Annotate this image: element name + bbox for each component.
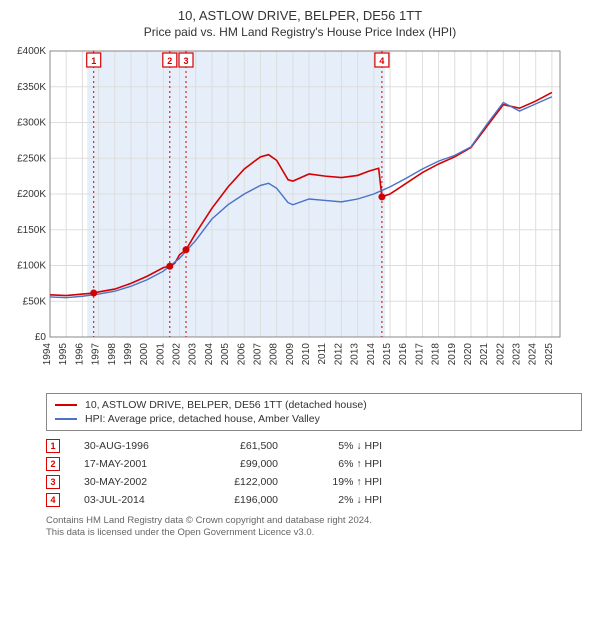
svg-text:£250K: £250K	[17, 153, 46, 164]
transaction-row: 3 30-MAY-2002 £122,000 19% ↑ HPI	[46, 473, 582, 491]
svg-text:1996: 1996	[74, 343, 85, 366]
svg-text:2000: 2000	[139, 343, 150, 366]
svg-text:2018: 2018	[431, 343, 442, 366]
svg-text:£50K: £50K	[23, 296, 47, 307]
transaction-date: 30-MAY-2002	[84, 476, 184, 488]
transaction-date: 30-AUG-1996	[84, 440, 184, 452]
svg-text:2004: 2004	[204, 343, 215, 366]
svg-text:£150K: £150K	[17, 225, 46, 236]
svg-text:2016: 2016	[398, 343, 409, 366]
svg-text:2013: 2013	[350, 343, 361, 366]
svg-text:2019: 2019	[447, 343, 458, 366]
svg-text:2023: 2023	[512, 343, 523, 366]
svg-text:2009: 2009	[285, 343, 296, 366]
svg-text:2005: 2005	[220, 343, 231, 366]
transaction-hpi: 5% ↓ HPI	[302, 440, 382, 452]
svg-text:1: 1	[91, 56, 96, 66]
svg-text:£200K: £200K	[17, 189, 46, 200]
svg-text:1998: 1998	[107, 343, 118, 366]
transaction-marker: 1	[46, 439, 60, 453]
svg-text:2001: 2001	[155, 343, 166, 366]
transaction-row: 1 30-AUG-1996 £61,500 5% ↓ HPI	[46, 437, 582, 455]
legend: 10, ASTLOW DRIVE, BELPER, DE56 1TT (deta…	[46, 393, 582, 431]
transaction-row: 2 17-MAY-2001 £99,000 6% ↑ HPI	[46, 455, 582, 473]
svg-text:2015: 2015	[382, 343, 393, 366]
price-chart: £0 £50K £100K £150K £200K £250K £300K £350K £400…	[6, 45, 594, 385]
svg-text:2010: 2010	[301, 343, 312, 366]
transaction-hpi: 6% ↑ HPI	[302, 458, 382, 470]
svg-text:2007: 2007	[252, 343, 263, 366]
svg-text:3: 3	[183, 56, 188, 66]
svg-text:2020: 2020	[463, 343, 474, 366]
svg-text:2011: 2011	[317, 343, 328, 365]
svg-text:2006: 2006	[236, 343, 247, 366]
legend-label: HPI: Average price, detached house, Ambe…	[85, 413, 320, 425]
svg-text:1995: 1995	[58, 343, 69, 366]
svg-text:2022: 2022	[495, 343, 506, 366]
page-subtitle: Price paid vs. HM Land Registry's House …	[6, 25, 594, 39]
svg-text:£300K: £300K	[17, 118, 46, 129]
transaction-price: £99,000	[208, 458, 278, 470]
transaction-row: 4 03-JUL-2014 £196,000 2% ↓ HPI	[46, 491, 582, 509]
footer: Contains HM Land Registry data © Crown c…	[46, 515, 582, 540]
transaction-price: £196,000	[208, 494, 278, 506]
svg-text:4: 4	[379, 56, 384, 66]
svg-text:2: 2	[167, 56, 172, 66]
legend-row: HPI: Average price, detached house, Ambe…	[55, 412, 573, 426]
transaction-marker: 2	[46, 457, 60, 471]
transaction-price: £61,500	[208, 440, 278, 452]
svg-text:1999: 1999	[123, 343, 134, 366]
svg-text:2008: 2008	[269, 343, 280, 366]
svg-text:2017: 2017	[414, 343, 425, 366]
footer-line: This data is licensed under the Open Gov…	[46, 527, 582, 539]
svg-text:£100K: £100K	[17, 261, 46, 272]
svg-text:£350K: £350K	[17, 82, 46, 93]
transaction-marker: 3	[46, 475, 60, 489]
svg-text:1997: 1997	[91, 343, 102, 366]
footer-line: Contains HM Land Registry data © Crown c…	[46, 515, 582, 527]
transaction-hpi: 19% ↑ HPI	[302, 476, 382, 488]
transaction-marker: 4	[46, 493, 60, 507]
svg-text:2002: 2002	[172, 343, 183, 366]
transaction-hpi: 2% ↓ HPI	[302, 494, 382, 506]
legend-row: 10, ASTLOW DRIVE, BELPER, DE56 1TT (deta…	[55, 398, 573, 412]
transaction-price: £122,000	[208, 476, 278, 488]
page-title: 10, ASTLOW DRIVE, BELPER, DE56 1TT	[6, 8, 594, 23]
transactions-table: 1 30-AUG-1996 £61,500 5% ↓ HPI 2 17-MAY-2001 £…	[46, 437, 582, 509]
svg-text:2025: 2025	[544, 343, 555, 366]
svg-text:2003: 2003	[188, 343, 199, 366]
svg-text:2014: 2014	[366, 343, 377, 366]
transaction-date: 03-JUL-2014	[84, 494, 184, 506]
transaction-date: 17-MAY-2001	[84, 458, 184, 470]
svg-text:2021: 2021	[479, 343, 490, 366]
legend-swatch	[55, 418, 77, 420]
svg-text:1994: 1994	[42, 343, 53, 366]
svg-text:2024: 2024	[528, 343, 539, 366]
svg-text:2012: 2012	[333, 343, 344, 366]
legend-swatch	[55, 404, 77, 406]
legend-label: 10, ASTLOW DRIVE, BELPER, DE56 1TT (deta…	[85, 399, 367, 411]
svg-text:£400K: £400K	[17, 46, 46, 57]
svg-text:£0: £0	[35, 332, 47, 343]
